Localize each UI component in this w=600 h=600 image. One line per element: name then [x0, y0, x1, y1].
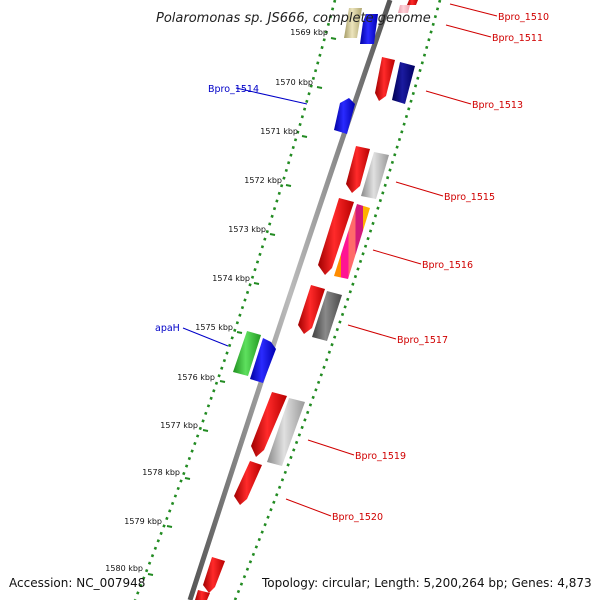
gene-arrow-blue[interactable] — [250, 338, 276, 383]
map-title: Polaromonas sp. JS666, complete genome — [156, 11, 431, 26]
label-bpro-1520[interactable]: Bpro_1520 — [332, 512, 383, 523]
tick-label: 1569 kbp — [290, 28, 328, 37]
tick-label: 1577 kbp — [160, 421, 198, 430]
scale-tick — [269, 233, 276, 236]
scale-tick — [166, 525, 173, 528]
dotted-ring — [233, 0, 442, 600]
gene-arrow-red[interactable] — [346, 146, 370, 193]
gene-arrow-bpro-1514[interactable] — [334, 98, 355, 134]
accession-text: Accession: NC_007948 — [9, 576, 145, 590]
gene-arrow-apah[interactable] — [233, 331, 261, 376]
tick-label: 1571 kbp — [260, 127, 298, 136]
tick-label: 1578 kbp — [142, 468, 180, 477]
feature-rings — [133, 0, 442, 600]
topology-text: Topology: circular; Length: 5,200,264 bp… — [261, 576, 592, 590]
dotted-ring — [133, 0, 337, 600]
gene-arrow-red[interactable] — [375, 57, 395, 101]
gene-arrow-bpro-1513[interactable] — [392, 62, 415, 104]
label-bpro-1519[interactable]: Bpro_1519 — [355, 451, 406, 462]
gene-arrow-red[interactable] — [234, 461, 262, 505]
scale-tick — [285, 184, 292, 187]
gene-labels: Bpro_1510 Bpro_1511 Bpro_1513 Bpro_1514 … — [155, 12, 549, 523]
gene-arrow-bpro-1519[interactable] — [267, 398, 305, 466]
label-connectors — [182, 3, 498, 517]
gene-arrow-red[interactable] — [195, 590, 210, 600]
tick-label: 1576 kbp — [177, 373, 215, 382]
tick-label: 1580 kbp — [105, 564, 143, 573]
tick-label: 1570 kbp — [275, 78, 313, 87]
scale-tick — [202, 429, 209, 432]
scale-tick — [330, 37, 337, 40]
scale-tick — [301, 135, 308, 138]
scale-tick — [219, 380, 226, 383]
scale-tick — [147, 573, 154, 576]
label-bpro-1510[interactable]: Bpro_1510 — [498, 12, 549, 23]
label-bpro-1517[interactable]: Bpro_1517 — [397, 335, 448, 346]
scale-tick — [236, 331, 243, 334]
genome-backbone — [187, 0, 393, 600]
label-bpro-1513[interactable]: Bpro_1513 — [472, 100, 523, 111]
gene-arrow-blue[interactable] — [360, 14, 378, 44]
tick-label: 1579 kbp — [124, 517, 162, 526]
gene-arrow-bpro-1517[interactable] — [312, 291, 342, 341]
tick-label: 1573 kbp — [228, 225, 266, 234]
scale-tick — [316, 86, 323, 89]
scale-tick — [184, 477, 191, 480]
scale-tick — [253, 282, 260, 285]
gene-arrow-bpro-1516[interactable] — [334, 204, 370, 279]
label-bpro-1516[interactable]: Bpro_1516 — [422, 260, 473, 271]
scale-ticks — [147, 37, 337, 576]
tick-label: 1574 kbp — [212, 274, 250, 283]
tick-label: 1575 kbp — [195, 323, 233, 332]
scale-labels: 1569 kbp 1570 kbp 1571 kbp 1572 kbp 1573… — [105, 28, 328, 573]
gene-arrow-red[interactable] — [407, 0, 418, 5]
label-bpro-1514[interactable]: Bpro_1514 — [208, 84, 259, 95]
label-apah[interactable]: apaH — [155, 323, 180, 334]
label-bpro-1515[interactable]: Bpro_1515 — [444, 192, 495, 203]
gene-arrow-tan[interactable] — [344, 8, 362, 38]
gene-arrow-pink[interactable] — [398, 5, 410, 13]
label-bpro-1511[interactable]: Bpro_1511 — [492, 33, 543, 44]
gene-arrow-red[interactable] — [298, 285, 325, 334]
gene-arrow-red[interactable] — [318, 198, 354, 275]
gene-arrow-red[interactable] — [203, 557, 225, 593]
gene-arrow-red[interactable] — [251, 392, 287, 457]
gene-features — [195, 0, 418, 600]
tick-label: 1572 kbp — [244, 176, 282, 185]
gene-arrow-bpro-1515[interactable] — [361, 152, 389, 199]
